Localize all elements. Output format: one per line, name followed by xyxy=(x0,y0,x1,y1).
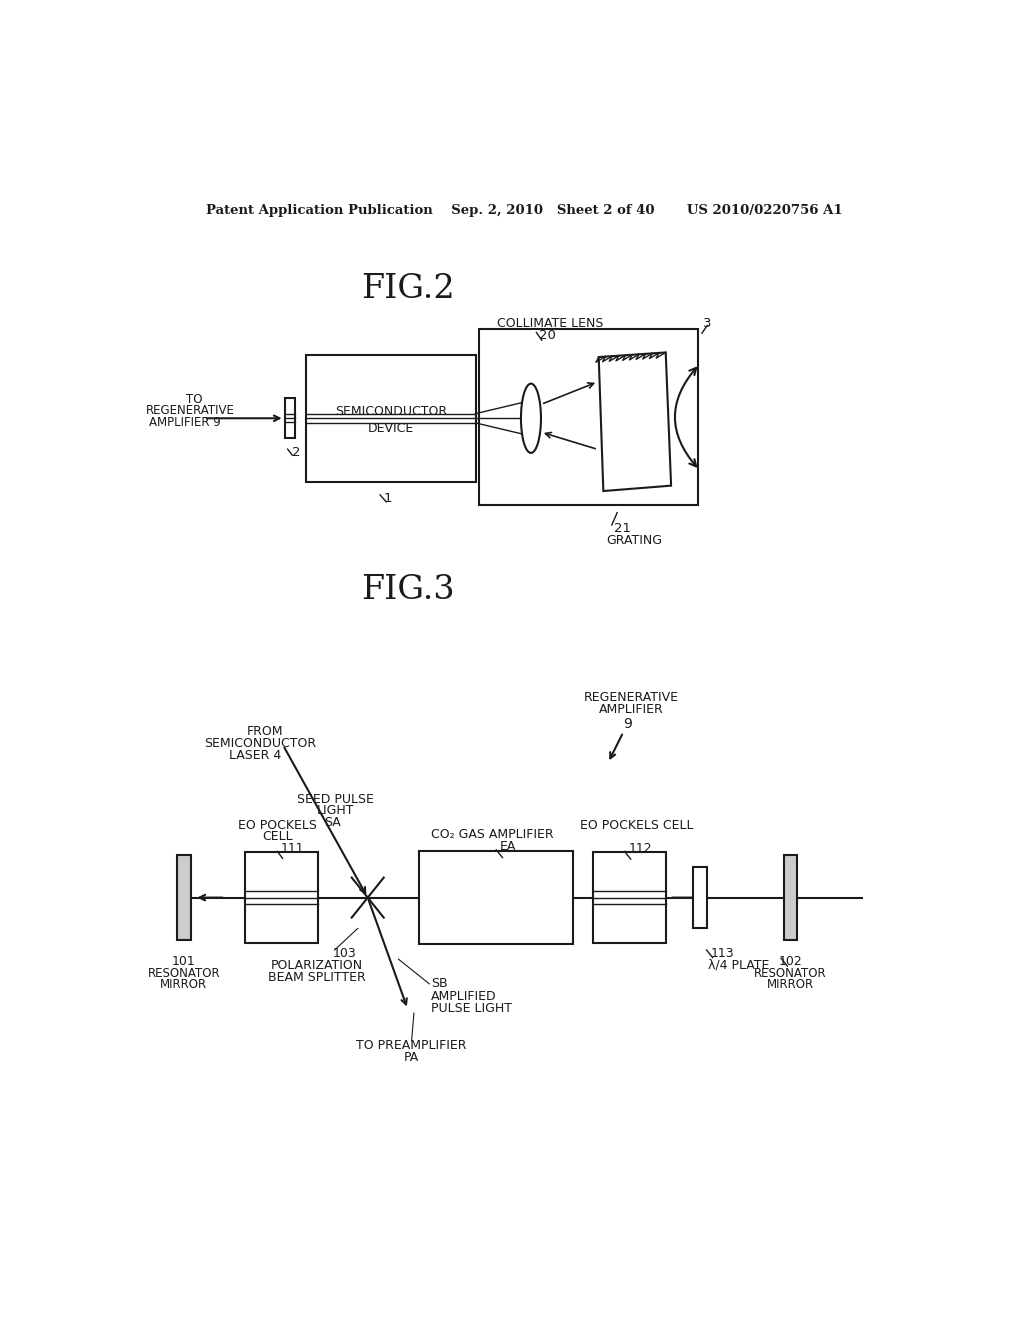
Text: AMPLIFIED: AMPLIFIED xyxy=(431,990,497,1003)
Bar xyxy=(692,867,707,928)
Text: BEAM SPLITTER: BEAM SPLITTER xyxy=(268,972,366,985)
Text: EA: EA xyxy=(500,841,516,853)
Text: λ/4 PLATE: λ/4 PLATE xyxy=(708,958,769,972)
Text: LASER 4: LASER 4 xyxy=(229,750,282,763)
Text: RESONATOR: RESONATOR xyxy=(754,968,826,981)
Text: FIG.2: FIG.2 xyxy=(360,273,455,305)
Text: SB: SB xyxy=(431,977,447,990)
Bar xyxy=(306,355,475,482)
Polygon shape xyxy=(599,352,671,491)
Text: SEED PULSE: SEED PULSE xyxy=(297,792,374,805)
Bar xyxy=(419,851,573,944)
Text: 3: 3 xyxy=(703,317,712,330)
Text: 113: 113 xyxy=(711,946,734,960)
Text: SEMICONDUCTOR: SEMICONDUCTOR xyxy=(335,405,446,418)
Text: 103: 103 xyxy=(333,946,356,960)
Text: TO: TO xyxy=(186,393,203,407)
Ellipse shape xyxy=(521,384,541,453)
Text: CELL: CELL xyxy=(262,830,293,843)
Text: POLARIZATION: POLARIZATION xyxy=(270,958,362,972)
Text: 101: 101 xyxy=(172,954,196,968)
Text: 102: 102 xyxy=(778,954,803,968)
Text: 20: 20 xyxy=(539,329,556,342)
Text: 21: 21 xyxy=(614,521,631,535)
Text: 112: 112 xyxy=(629,842,652,855)
Text: 9: 9 xyxy=(623,717,632,731)
Text: GRATING: GRATING xyxy=(606,533,663,546)
Text: COLLIMATE LENS: COLLIMATE LENS xyxy=(497,317,603,330)
Text: CO₂ GAS AMPLIFIER: CO₂ GAS AMPLIFIER xyxy=(431,828,554,841)
Text: 111: 111 xyxy=(282,842,305,855)
Text: REGENERATIVE: REGENERATIVE xyxy=(584,690,679,704)
Text: SEMICONDUCTOR: SEMICONDUCTOR xyxy=(204,737,316,750)
Bar xyxy=(783,855,798,940)
Text: Patent Application Publication    Sep. 2, 2010   Sheet 2 of 40       US 2010/022: Patent Application Publication Sep. 2, 2… xyxy=(207,205,843,218)
Text: TO PREAMPLIFIER: TO PREAMPLIFIER xyxy=(356,1039,467,1052)
Text: 2: 2 xyxy=(292,446,301,458)
Text: MIRROR: MIRROR xyxy=(160,978,207,991)
Text: PA: PA xyxy=(404,1051,419,1064)
Text: REGENERATIVE: REGENERATIVE xyxy=(146,404,236,417)
Bar xyxy=(285,399,295,438)
Text: SA: SA xyxy=(324,816,341,829)
Text: MIRROR: MIRROR xyxy=(767,978,814,991)
Text: EO POCKELS: EO POCKELS xyxy=(238,818,316,832)
Text: FIG.3: FIG.3 xyxy=(360,574,455,606)
Text: EO POCKELS CELL: EO POCKELS CELL xyxy=(580,818,693,832)
Bar xyxy=(593,853,666,942)
Text: LIGHT: LIGHT xyxy=(316,804,354,817)
Text: RESONATOR: RESONATOR xyxy=(147,968,220,981)
Text: DEVICE: DEVICE xyxy=(368,422,414,434)
Bar xyxy=(478,330,698,506)
Text: PULSE LIGHT: PULSE LIGHT xyxy=(431,1002,512,1015)
Text: AMPLIFIER: AMPLIFIER xyxy=(599,704,664,717)
Text: FROM: FROM xyxy=(247,725,284,738)
Bar xyxy=(245,853,317,942)
Text: 1: 1 xyxy=(383,492,391,506)
Bar xyxy=(177,855,190,940)
Text: AMPLIFIER 9: AMPLIFIER 9 xyxy=(148,416,220,429)
